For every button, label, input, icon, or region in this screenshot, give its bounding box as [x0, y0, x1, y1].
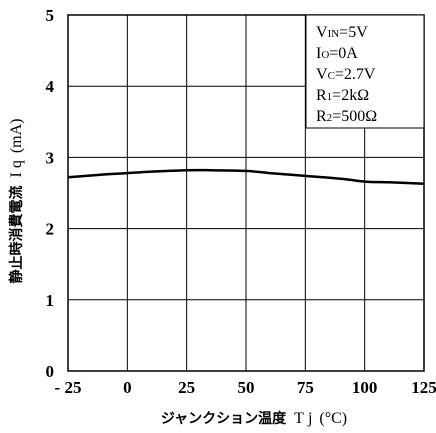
x-tick-label: 75: [297, 378, 314, 397]
series-line: [67, 168, 425, 185]
condition-text: R1=2kΩ: [316, 87, 369, 104]
y-axis-label-symbol: I: [8, 172, 25, 177]
x-tick-label: 125: [411, 378, 436, 397]
x-axis-label-symbol: T: [294, 410, 304, 427]
x-tick-label: 50: [238, 378, 255, 397]
x-axis-label-sub: j: [307, 410, 312, 427]
legend-box: [305, 14, 425, 129]
y-tick-label: 5: [46, 6, 55, 25]
x-tick-label: 100: [352, 378, 378, 397]
y-tick-label: 2: [46, 220, 55, 239]
condition-text: IO=0A: [316, 45, 358, 62]
y-tick-label: 1: [46, 291, 55, 310]
x-tick-label: - 25: [55, 378, 82, 397]
x-axis-label-unit: (°C): [319, 410, 347, 427]
x-tick-label: 25: [178, 378, 195, 397]
y-axis-label-jp: 静止時消費電流: [8, 185, 25, 283]
condition-text: VIN=5V: [316, 24, 368, 41]
series: [67, 168, 425, 185]
x-axis-label: ジャンクション温度 T j (°C): [161, 410, 347, 427]
y-axis-label: 静止時消費電流 I q (mA): [8, 119, 25, 284]
y-tick-label: 4: [46, 77, 55, 96]
y-tick-label: 0: [46, 362, 55, 381]
y-tick-label: 3: [46, 148, 55, 167]
condition-text: R2=500Ω: [316, 108, 377, 125]
x-tick-label: 0: [123, 378, 132, 397]
condition-text: VC=2.7V: [316, 66, 376, 83]
legend: VIN=5V IO=0A VC=2.7V R1=2kΩ R2=500Ω: [305, 14, 425, 129]
plot-frame: [67, 14, 425, 372]
y-axis-label-sub: q: [8, 160, 25, 168]
y-axis-label-unit: (mA): [8, 119, 25, 154]
x-axis-label-jp: ジャンクション温度: [161, 410, 287, 427]
